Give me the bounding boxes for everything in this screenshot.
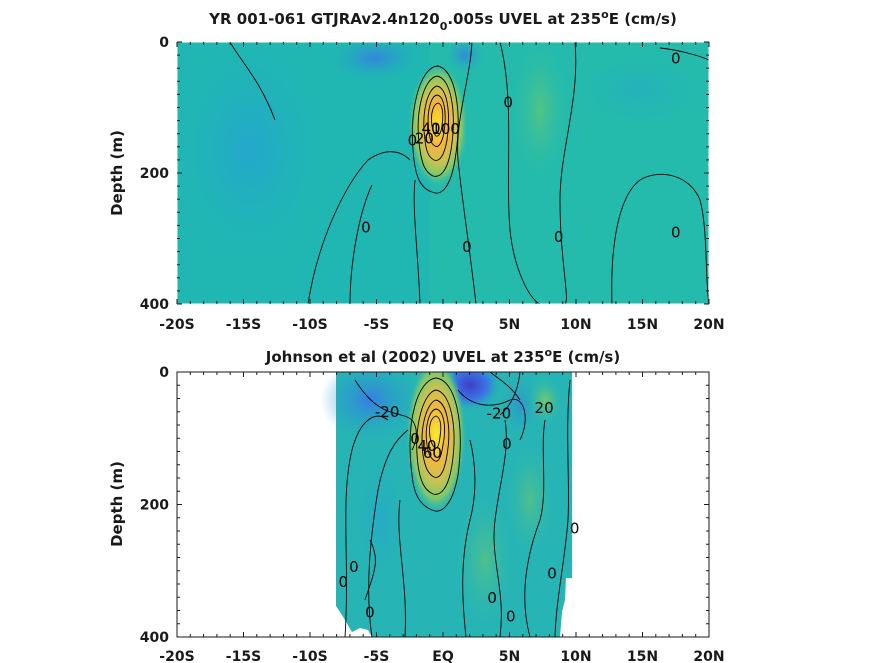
contour-label: 20 [415,129,434,147]
bottom-panel: Johnson et al (2002) UVEL at 235oE (cm/s… [108,346,725,663]
contour-label: 0 [365,603,375,621]
contour-label: -20 [375,403,400,421]
top-y-axis-label: Depth (m) [108,130,126,216]
contour-label: 0 [506,607,516,625]
x-tick-label: 10N [560,317,591,333]
y-tick-label: 400 [140,630,169,646]
x-tick-label: 20N [693,317,724,333]
contour-label: 0 [503,93,513,111]
x-tick-label: 20N [693,649,724,663]
contour-label: 100 [431,120,460,138]
contour-label: 0 [408,131,418,149]
x-tick-label: 15N [627,317,658,333]
contour-label: 0 [554,228,564,246]
y-tick-label: 200 [140,498,169,514]
bottom-title: Johnson et al (2002) UVEL at 235oE (cm/s… [265,346,620,366]
x-tick-label: -20S [159,649,194,663]
contour-label: 20 [535,399,554,417]
contour-label: 0 [671,224,681,242]
x-tick-label: 5N [499,317,520,333]
top-field [177,42,709,304]
contour-label: 0 [502,435,512,453]
contour-label: 0 [338,573,348,591]
bottom-contour-lines [344,372,571,637]
x-tick-label: 5N [499,649,520,663]
contour-label: 0 [671,49,681,67]
bottom-x-ticks: -20S -15S -10S -5S EQ 5N 10N 15N 20N [159,372,725,663]
x-tick-label: -15S [226,649,261,663]
top-title: YR 001-061 GTJRAv2.4n1200.005s UVEL at 2… [208,8,677,33]
contour-label: 0 [570,519,580,537]
top-contour-lines [229,42,709,304]
contour-label: 0 [487,589,497,607]
x-tick-label: -5S [364,649,390,663]
top-x-ticks: -20S -15S -10S -5S EQ 5N 10N 15N 20N [159,42,725,333]
x-tick-label: EQ [432,649,454,663]
x-tick-label: 10N [560,649,591,663]
contour-label: 0 [410,430,420,448]
y-tick-label: 0 [159,35,169,51]
contour-label: 0 [361,218,371,236]
x-tick-label: EQ [432,317,454,333]
y-tick-label: 0 [159,365,169,381]
x-tick-label: -10S [292,649,327,663]
x-tick-label: -10S [292,317,327,333]
x-tick-label: 15N [627,649,658,663]
x-tick-label: -15S [226,317,261,333]
x-tick-label: -5S [364,317,390,333]
contour-label: 40 [421,119,440,137]
x-tick-label: -20S [159,317,194,333]
contour-label: 0 [547,564,557,582]
bottom-field [320,372,572,637]
contour-label: 60 [423,444,442,462]
bottom-y-axis-label: Depth (m) [108,461,126,547]
top-panel: YR 001-061 GTJRAv2.4n1200.005s UVEL at 2… [108,8,725,333]
contour-label: -20 [487,405,512,423]
contour-label: 0 [462,238,472,256]
y-tick-label: 200 [140,166,169,182]
contour-label: 40 [417,437,436,455]
contour-label: 0 [349,558,359,576]
y-tick-label: 400 [140,297,169,313]
